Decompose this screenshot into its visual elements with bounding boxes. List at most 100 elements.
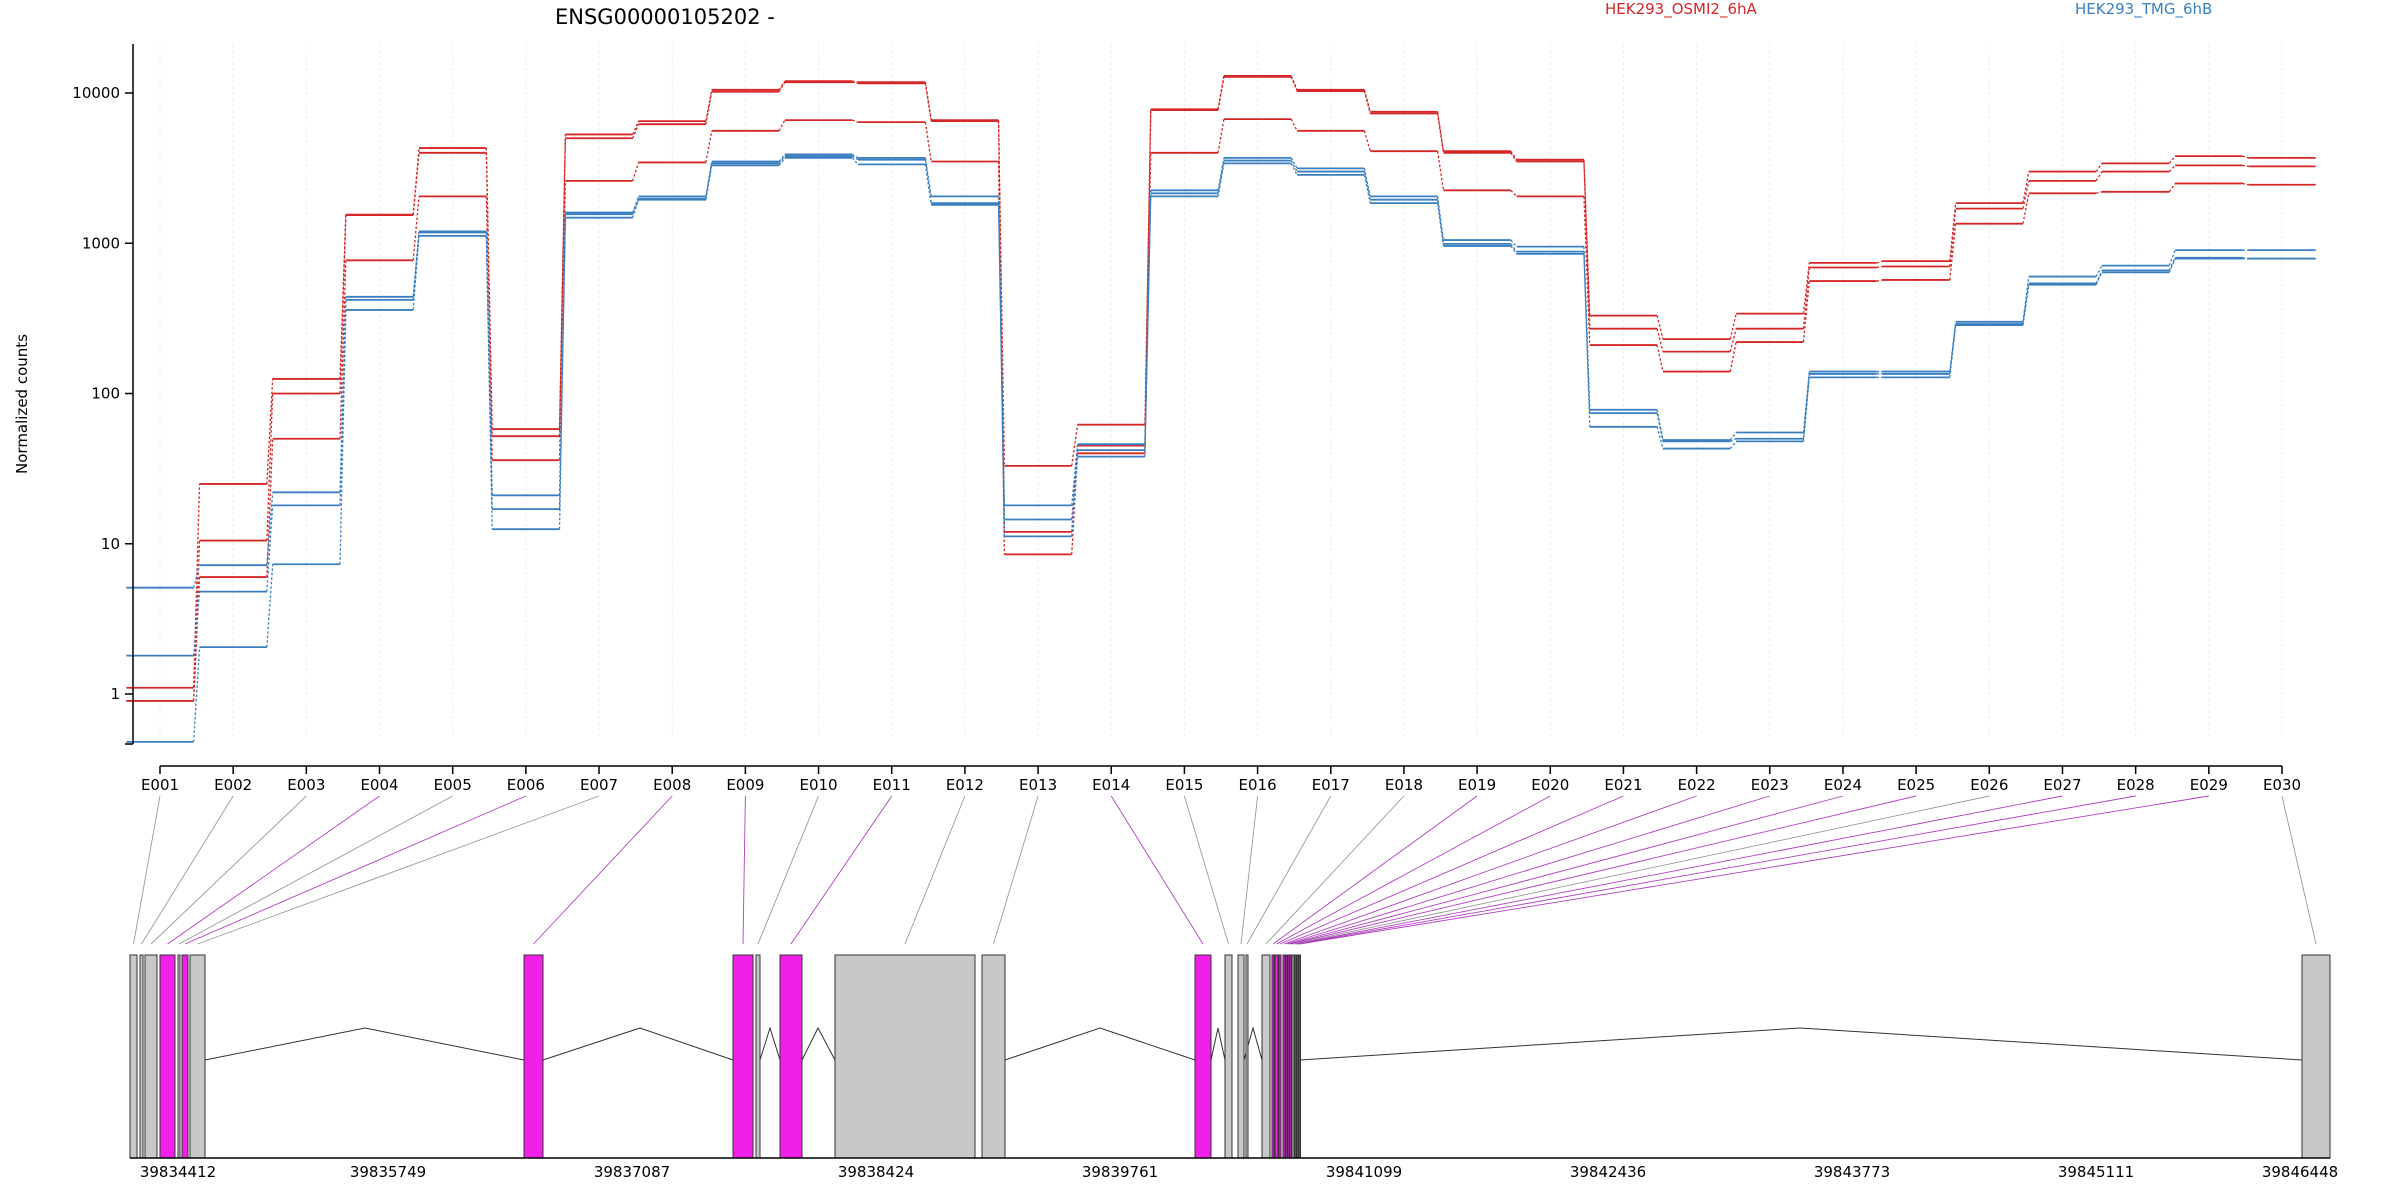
x-tick-label-E023: E023 bbox=[1751, 776, 1789, 794]
series-connector-HEK293_TMG_6hB-E005 bbox=[485, 235, 493, 530]
series-connector-HEK293_TMG_6hB-E021 bbox=[1656, 413, 1664, 442]
intron-line-0 bbox=[204, 1027, 525, 1061]
connector-E015 bbox=[1183, 795, 1229, 945]
x-tick-label-E005: E005 bbox=[434, 776, 472, 794]
connector-E024 bbox=[1288, 795, 1844, 945]
coordinate-label-2: 39837087 bbox=[594, 1163, 670, 1181]
series-connector-HEK293_TMG_6hB-E001 bbox=[193, 647, 201, 742]
exon-box-E012 bbox=[834, 954, 976, 1159]
series-connector-HEK293_TMG_6hB-E015 bbox=[1217, 157, 1225, 191]
series-connector-HEK293_TMG_6hB-E002 bbox=[266, 492, 274, 566]
series-connector-HEK293_TMG_6hB-E025 bbox=[1949, 321, 1957, 372]
y-tick-label-1: 1 bbox=[110, 685, 120, 703]
series-connector-HEK293_TMG_6hB-E010 bbox=[851, 157, 859, 165]
series-connector-HEK293_OSMI2_6hA-E020 bbox=[1583, 161, 1591, 329]
series-connector-HEK293_OSMI2_6hA-E023 bbox=[1802, 262, 1810, 314]
series-connector-HEK293_OSMI2_6hA-E009 bbox=[778, 81, 786, 93]
series-connector-HEK293_TMG_6hB-E026 bbox=[2022, 284, 2030, 326]
connector-E010 bbox=[757, 795, 819, 945]
series-connector-HEK293_TMG_6hB-E019 bbox=[1510, 245, 1518, 255]
series-HEK293_TMG_6hB-3 bbox=[126, 153, 2316, 589]
series-connector-HEK293_OSMI2_6hA-E028 bbox=[2168, 183, 2176, 193]
x-axis: E001 E002 E003 E004 E005 E006 E007 E008 E009 E010… bbox=[141, 765, 2301, 794]
series-connector-HEK293_OSMI2_6hA-E011 bbox=[924, 122, 932, 162]
series-connector-HEK293_TMG_6hB-E009 bbox=[778, 154, 786, 162]
series-connector-HEK293_TMG_6hB-E015 bbox=[1217, 160, 1225, 194]
y-tick-label-10000: 10000 bbox=[72, 84, 120, 102]
x-tick-label-E020: E020 bbox=[1531, 776, 1569, 794]
series-connector-HEK293_TMG_6hB-E009 bbox=[778, 157, 786, 166]
series-connector-HEK293_OSMI2_6hA-E018 bbox=[1436, 113, 1445, 153]
connector-E008 bbox=[533, 795, 673, 945]
exon-box-E011 bbox=[779, 954, 803, 1159]
connector-E018 bbox=[1265, 795, 1405, 945]
series-connector-HEK293_OSMI2_6hA-E026 bbox=[2022, 171, 2030, 204]
series-connector-HEK293_TMG_6hB-E001 bbox=[193, 591, 201, 656]
series-connector-HEK293_TMG_6hB-E010 bbox=[851, 155, 859, 161]
x-tick-label-E026: E026 bbox=[1970, 776, 2008, 794]
series-connector-HEK293_OSMI2_6hA-E024 bbox=[1876, 279, 1883, 282]
x-tick-label-E002: E002 bbox=[214, 776, 252, 794]
connector-E014 bbox=[1110, 795, 1204, 945]
series-connector-HEK293_OSMI2_6hA-E025 bbox=[1949, 223, 1957, 280]
x-tick-label-E001: E001 bbox=[141, 776, 179, 794]
exon-box-E016 bbox=[1237, 954, 1245, 1159]
x-tick-label-E004: E004 bbox=[360, 776, 398, 794]
exon-box-E027 bbox=[1294, 954, 1297, 1159]
series-HEK293_OSMI2_6hA-2 bbox=[126, 118, 2316, 702]
series-connector-HEK293_OSMI2_6hA-E010 bbox=[852, 81, 859, 84]
series-connector-HEK293_TMG_6hB-E007 bbox=[632, 196, 640, 213]
series-connector-HEK293_TMG_6hB-E002 bbox=[266, 564, 274, 648]
exon-box-E023 bbox=[1285, 954, 1288, 1159]
series-connector-HEK293_TMG_6hB-E007 bbox=[632, 199, 640, 218]
series-connector-HEK293_OSMI2_6hA-E018 bbox=[1436, 151, 1445, 191]
x-tick-label-E012: E012 bbox=[946, 776, 984, 794]
series-connector-HEK293_OSMI2_6hA-E022 bbox=[1729, 341, 1737, 372]
legend-entry-tmg: HEK293_TMG_6hB bbox=[2075, 0, 2212, 19]
series-connector-HEK293_OSMI2_6hA-E015 bbox=[1217, 119, 1225, 153]
series-connector-HEK293_OSMI2_6hA-E009 bbox=[778, 80, 786, 91]
series-connector-HEK293_TMG_6hB-E017 bbox=[1363, 168, 1371, 197]
connector-E025 bbox=[1290, 795, 1917, 945]
series-connector-HEK293_TMG_6hB-E023 bbox=[1802, 373, 1810, 439]
exon-box-E006 bbox=[181, 954, 189, 1159]
series-connector-HEK293_OSMI2_6hA-E004 bbox=[412, 196, 420, 261]
y-tick-label-10: 10 bbox=[101, 535, 120, 553]
x-tick-label-E013: E013 bbox=[1019, 776, 1057, 794]
series-connector-HEK293_TMG_6hB-E011 bbox=[924, 157, 932, 197]
connector-E016 bbox=[1240, 795, 1259, 945]
series-connector-HEK293_OSMI2_6hA-E016 bbox=[1290, 118, 1298, 132]
connector-E011 bbox=[790, 795, 893, 945]
series-connector-HEK293_TMG_6hB-E004 bbox=[412, 232, 420, 300]
series-connector-HEK293_OSMI2_6hA-E022 bbox=[1729, 313, 1737, 340]
series-connector-HEK293_TMG_6hB-E014 bbox=[1144, 196, 1152, 457]
series-connector-HEK293_OSMI2_6hA-E011 bbox=[924, 83, 932, 122]
series-connector-HEK293_OSMI2_6hA-E010 bbox=[852, 119, 859, 123]
series-connector-HEK293_OSMI2_6hA-E023 bbox=[1802, 281, 1810, 343]
series-connector-HEK293_OSMI2_6hA-E002 bbox=[266, 378, 274, 484]
legend-entry-osmi2: HEK293_OSMI2_6hA bbox=[1605, 0, 1758, 19]
series-connector-HEK293_OSMI2_6hA-E008 bbox=[705, 130, 713, 163]
exon-box-E007 bbox=[189, 954, 206, 1159]
x-tick-label-E027: E027 bbox=[2043, 776, 2081, 794]
intron-line-3 bbox=[801, 1026, 836, 1061]
series-connector-HEK293_TMG_6hB-E012 bbox=[997, 203, 1006, 520]
series-HEK293_OSMI2_6hA-0 bbox=[126, 74, 2316, 689]
exon-box-E005 bbox=[177, 954, 181, 1159]
x-tick-label-E007: E007 bbox=[580, 776, 618, 794]
y-axis: 1 10 100 1000 10000 bbox=[72, 44, 134, 745]
connector-E005 bbox=[178, 795, 453, 945]
series-connector-HEK293_OSMI2_6hA-E017 bbox=[1363, 130, 1371, 152]
series-connector-HEK293_TMG_6hB-E007 bbox=[632, 198, 640, 215]
coordinate-label-1: 39835749 bbox=[350, 1163, 426, 1181]
connector-E028 bbox=[1297, 795, 2136, 945]
series-connector-HEK293_OSMI2_6hA-E029 bbox=[2242, 155, 2249, 159]
x-tick-label-E025: E025 bbox=[1897, 776, 1935, 794]
series-connector-HEK293_TMG_6hB-E022 bbox=[1729, 440, 1737, 449]
series-connector-HEK293_TMG_6hB-E027 bbox=[2095, 265, 2103, 277]
series-connector-HEK293_OSMI2_6hA-E019 bbox=[1510, 152, 1518, 162]
series-connector-HEK293_OSMI2_6hA-E029 bbox=[2242, 164, 2249, 167]
series-connector-HEK293_TMG_6hB-E016 bbox=[1290, 163, 1298, 176]
series-lines bbox=[126, 74, 2316, 743]
